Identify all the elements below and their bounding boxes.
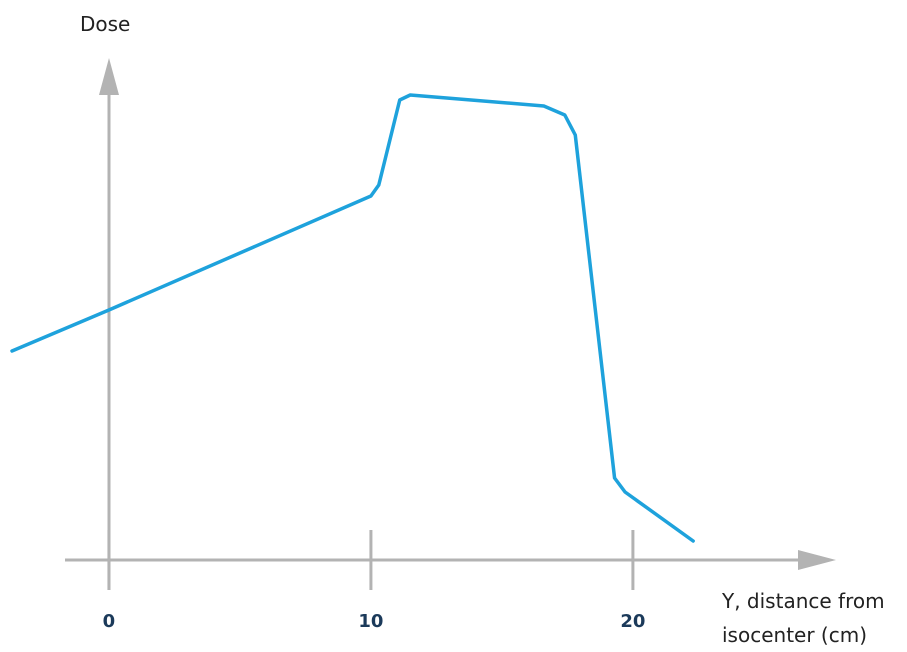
x-axis-label: Y, distance from isocenter (cm) [722,589,885,647]
x-tick-label: 20 [620,611,645,632]
x-tick-label: 10 [358,611,383,632]
x-axis-arrow [798,550,836,570]
y-axis-arrow [99,58,119,95]
x-tick-label: 0 [103,611,116,632]
dose-line [10,93,695,543]
y-axis-label: Dose [80,12,131,36]
